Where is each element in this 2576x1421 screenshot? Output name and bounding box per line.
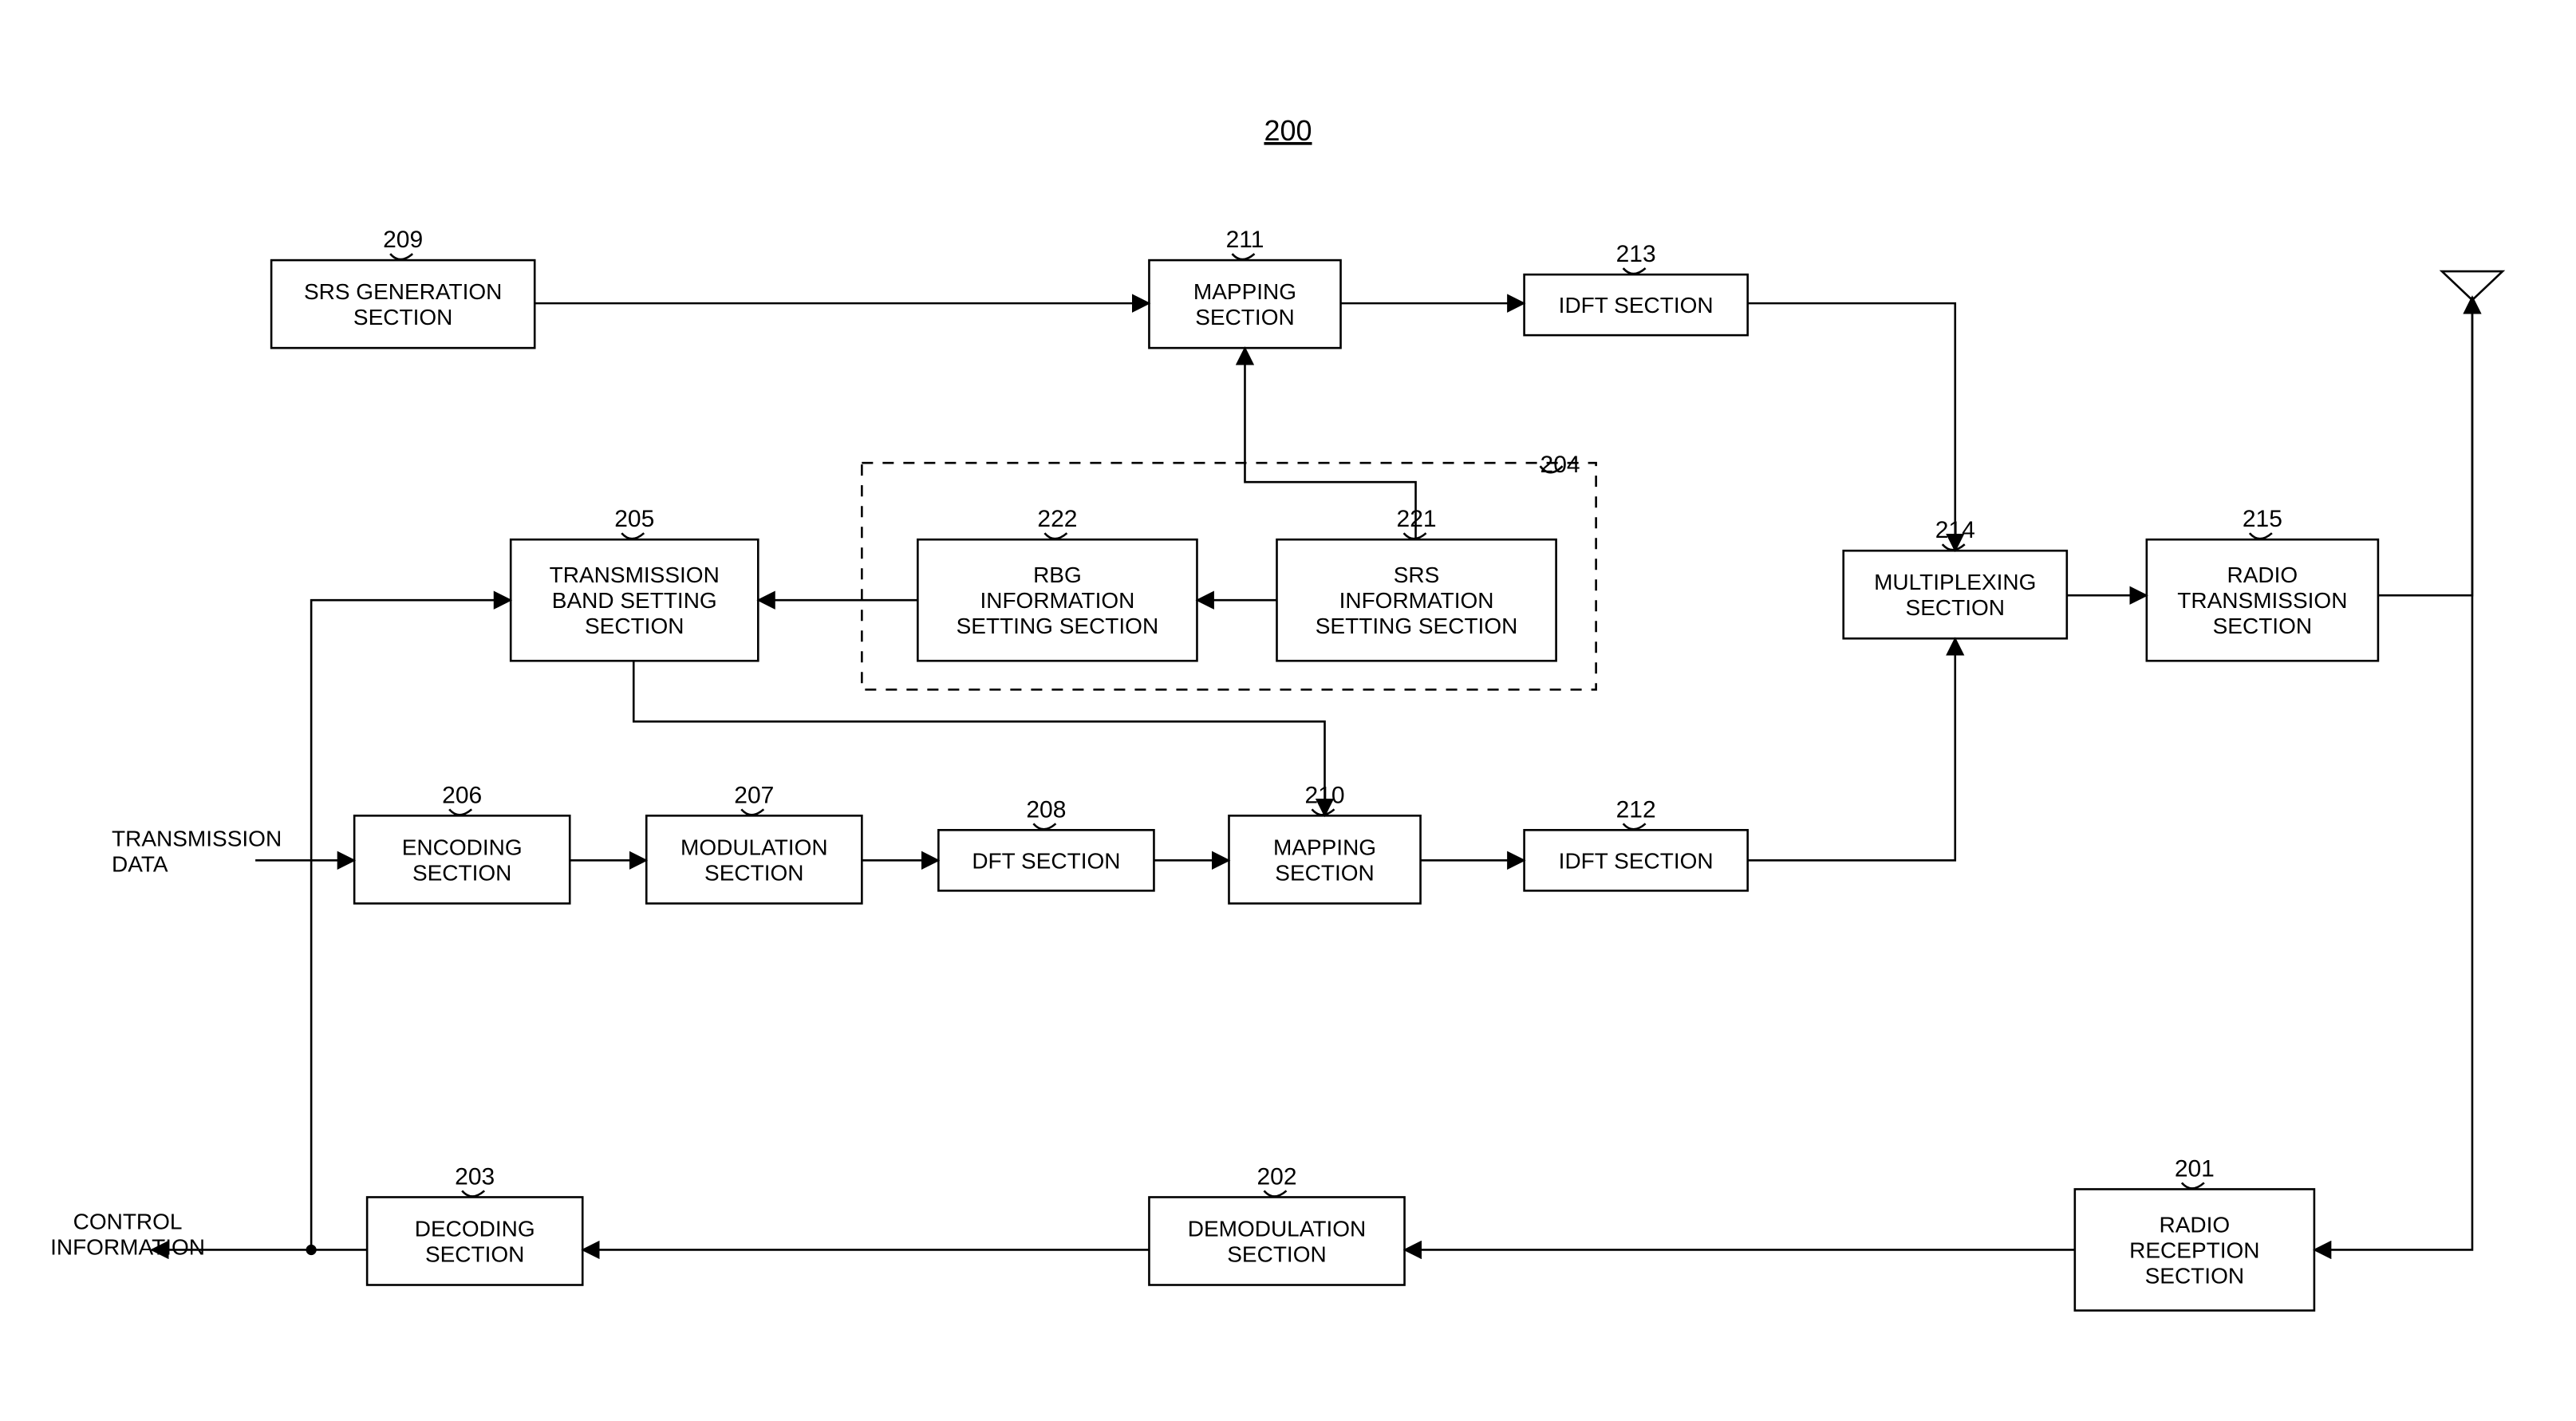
block-b213-num: 213 xyxy=(1616,241,1656,267)
svg-text:TRANSMISSION: TRANSMISSION xyxy=(112,826,282,851)
block-b210-label: SECTION xyxy=(1275,860,1374,885)
block-b222-num: 222 xyxy=(1037,506,1077,532)
block-b203-num: 203 xyxy=(455,1163,495,1190)
block-b206-label: SECTION xyxy=(412,860,511,885)
block-b222-label: INFORMATION xyxy=(980,588,1134,613)
block-b211-label: MAPPING xyxy=(1193,279,1296,304)
block-b201-label: RADIO xyxy=(2160,1212,2231,1237)
block-b202: DEMODULATIONSECTION 202 xyxy=(1149,1163,1404,1285)
block-b207-label: SECTION xyxy=(704,860,803,885)
block-b205-num: 205 xyxy=(614,506,654,532)
block-b209-num: 209 xyxy=(383,227,423,253)
block-b205: TRANSMISSIONBAND SETTINGSECTION 205 xyxy=(511,506,758,661)
block-b214-label: MULTIPLEXING xyxy=(1874,570,2036,594)
label-ctrl_out: CONTROLINFORMATION xyxy=(50,1209,205,1259)
block-b203: DECODINGSECTION 203 xyxy=(367,1163,582,1285)
block-b210-label: MAPPING xyxy=(1273,835,1376,859)
edge-e_213_214 xyxy=(1748,303,1955,551)
diagram-title: 200 xyxy=(1264,114,1312,147)
block-b221-label: SETTING SECTION xyxy=(1316,614,1518,638)
block-b205-label: TRANSMISSION xyxy=(550,562,720,587)
block-b203-label: SECTION xyxy=(425,1241,524,1266)
block-b215-label: SECTION xyxy=(2213,614,2312,638)
block-b215-num: 215 xyxy=(2243,506,2282,532)
block-b215-label: RADIO xyxy=(2227,562,2298,587)
block-b205-label: BAND SETTING xyxy=(552,588,717,613)
label-tx_data: TRANSMISSIONDATA xyxy=(112,826,282,876)
block-b222-label: SETTING SECTION xyxy=(957,614,1159,638)
block-b211-num: 211 xyxy=(1226,227,1264,253)
block-b201: RADIORECEPTIONSECTION 201 xyxy=(2075,1155,2314,1310)
block-b221-label: SRS xyxy=(1394,562,1440,587)
edge-e_ctrl_205 xyxy=(311,600,511,1249)
block-b212-label: IDFT SECTION xyxy=(1559,848,1714,873)
edge-e_ant_201 xyxy=(2314,297,2472,1249)
block-b213-label: IDFT SECTION xyxy=(1559,293,1714,318)
block-b201-num: 201 xyxy=(2175,1155,2215,1182)
block-b209-label: SECTION xyxy=(353,305,452,330)
block-b222-label: RBG xyxy=(1033,562,1082,587)
junction-dot xyxy=(306,1245,317,1255)
block-b208-num: 208 xyxy=(1026,796,1066,823)
block-b215-label: TRANSMISSION xyxy=(2177,588,2347,613)
svg-text:INFORMATION: INFORMATION xyxy=(50,1234,205,1259)
antenna-icon xyxy=(2442,271,2503,300)
edge-e_221_211 xyxy=(1245,348,1415,539)
block-b211: MAPPINGSECTION 211 xyxy=(1149,227,1340,348)
edge-e_215_ant xyxy=(2378,297,2472,595)
block-b201-label: SECTION xyxy=(2145,1263,2244,1288)
group-204 xyxy=(862,463,1596,689)
block-b222: RBGINFORMATIONSETTING SECTION 222 xyxy=(917,506,1197,661)
block-b209: SRS GENERATIONSECTION 209 xyxy=(271,227,535,348)
svg-text:CONTROL: CONTROL xyxy=(73,1209,183,1234)
block-b208-label: DFT SECTION xyxy=(972,848,1120,873)
block-b201-label: RECEPTION xyxy=(2129,1237,2259,1262)
block-b213: IDFT SECTION 213 xyxy=(1525,241,1748,335)
block-b206-label: ENCODING xyxy=(402,835,523,859)
block-b206: ENCODINGSECTION 206 xyxy=(354,782,570,903)
block-b206-num: 206 xyxy=(442,782,482,808)
block-b221-label: INFORMATION xyxy=(1339,588,1494,613)
block-b202-label: SECTION xyxy=(1227,1241,1326,1266)
block-b212-num: 212 xyxy=(1616,796,1656,823)
block-b209-label: SRS GENERATION xyxy=(304,279,502,304)
block-b211-label: SECTION xyxy=(1195,305,1294,330)
block-b205-label: SECTION xyxy=(585,614,684,638)
block-b202-num: 202 xyxy=(1256,1163,1296,1190)
block-b207: MODULATIONSECTION 207 xyxy=(646,782,862,903)
block-b207-label: MODULATION xyxy=(680,835,828,859)
block-b202-label: DEMODULATION xyxy=(1188,1216,1367,1241)
block-diagram: 200204SRS GENERATIONSECTION209MAPPINGSEC… xyxy=(0,0,2576,1421)
block-b208: DFT SECTION 208 xyxy=(938,796,1154,890)
block-b215: RADIOTRANSMISSIONSECTION 215 xyxy=(2147,506,2378,661)
svg-text:DATA: DATA xyxy=(112,851,168,876)
block-b203-label: DECODING xyxy=(415,1216,535,1241)
block-b212: IDFT SECTION 212 xyxy=(1525,796,1748,890)
group-204-num: 204 xyxy=(1540,452,1580,478)
edge-e_212_214 xyxy=(1748,638,1955,860)
block-b214-label: SECTION xyxy=(1906,595,2005,620)
block-b207-num: 207 xyxy=(734,782,774,808)
